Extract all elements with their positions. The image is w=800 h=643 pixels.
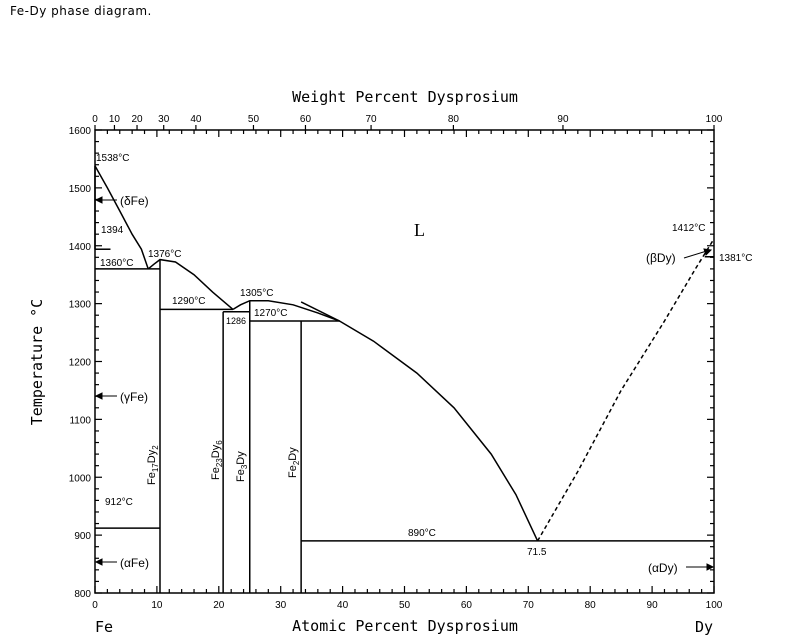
compound-fe3dy-label: Fe3Dy [235, 451, 249, 482]
temp-label-1360: 1360°C [100, 258, 133, 269]
left-tick-label-1200: 1200 [69, 358, 92, 369]
page-title: Fe-Dy phase diagram. [10, 4, 152, 18]
bottom-tick-label-30: 30 [275, 600, 287, 611]
phase-boundaries [94, 165, 715, 593]
left-tick-label-800: 800 [74, 589, 91, 600]
temp-label-1394: 1394 [101, 225, 124, 236]
top-tick-label-100: 100 [706, 114, 723, 125]
eutectic-composition-label: 71.5 [527, 547, 547, 558]
bottom-axis-tick-labels: 0 10 20 30 40 50 60 70 80 90 100 [92, 600, 723, 611]
top-tick-label-30: 30 [158, 114, 170, 125]
liquidus-fe2dy-to-eutectic [300, 301, 539, 542]
fe-end-label: Fe [95, 618, 113, 636]
left-tick-label-1600: 1600 [69, 126, 92, 137]
top-tick-label-10: 10 [109, 114, 121, 125]
bottom-tick-label-40: 40 [337, 600, 349, 611]
bottom-tick-label-20: 20 [213, 600, 225, 611]
left-tick-label-1300: 1300 [69, 300, 92, 311]
region-alpha-dy-label: (αDy) [648, 561, 678, 575]
left-tick-label-1400: 1400 [69, 242, 92, 253]
top-tick-label-90: 90 [557, 114, 569, 125]
top-tick-label-50: 50 [248, 114, 260, 125]
region-delta-fe-label: (δFe) [120, 194, 149, 208]
top-tick-label-80: 80 [448, 114, 460, 125]
bottom-tick-label-100: 100 [706, 600, 723, 611]
temp-label-1381: 1381°C [719, 253, 752, 264]
liquidus-fe-rich [94, 165, 149, 270]
temp-label-1290: 1290°C [172, 296, 205, 307]
top-tick-label-40: 40 [190, 114, 202, 125]
temp-label-1376: 1376°C [148, 249, 181, 260]
top-tick-label-60: 60 [300, 114, 312, 125]
compound-fe2dy-label: Fe2Dy [287, 447, 301, 478]
region-alpha-fe-label: (αFe) [120, 556, 149, 570]
compound-fe17dy2-label: Fe17Dy2 [146, 445, 160, 485]
top-tick-label-0: 0 [92, 114, 98, 125]
bottom-axis-title: Atomic Percent Dysprosium [292, 617, 518, 635]
temp-label-1538: 1538°C [96, 153, 129, 164]
bottom-tick-label-70: 70 [523, 600, 535, 611]
bottom-tick-label-60: 60 [461, 600, 473, 611]
bottom-tick-label-0: 0 [92, 600, 98, 611]
dy-end-label: Dy [695, 618, 713, 636]
top-tick-label-70: 70 [366, 114, 378, 125]
liquidus-dy-rich [536, 238, 715, 542]
bottom-tick-label-50: 50 [399, 600, 411, 611]
temp-label-1270: 1270°C [254, 308, 287, 319]
axis-ticks [94, 125, 715, 594]
region-beta-dy-label: (βDy) [646, 251, 676, 265]
left-tick-label-1000: 1000 [69, 473, 92, 484]
y-axis-title: Temperature °C [28, 299, 46, 425]
top-axis-tick-labels: 0 10 20 30 40 50 60 70 80 90 100 [92, 114, 723, 125]
temp-label-890: 890°C [408, 528, 436, 539]
temp-label-1305: 1305°C [240, 288, 273, 299]
region-gamma-fe-label: (γFe) [120, 390, 148, 404]
plot-frame [94, 129, 715, 594]
region-arrows [94, 196, 715, 571]
temp-label-1286: 1286 [226, 316, 246, 326]
top-tick-label-20: 20 [131, 114, 143, 125]
bottom-tick-label-80: 80 [585, 600, 597, 611]
compound-fe23dy6-label: Fe23Dy6 [210, 440, 224, 480]
bottom-tick-label-10: 10 [151, 600, 163, 611]
left-tick-label-1100: 1100 [69, 415, 91, 426]
left-tick-label-900: 900 [74, 531, 91, 542]
top-axis-title: Weight Percent Dysprosium [292, 88, 518, 106]
left-axis-tick-labels: 800 900 1000 1100 1200 1300 1400 1500 1600 [69, 126, 92, 600]
temp-label-1412: 1412°C [672, 223, 705, 234]
region-liquid-label: L [414, 220, 425, 240]
temp-label-912: 912°C [105, 497, 133, 508]
liquidus-fe3dy [232, 299, 340, 322]
liquidus-fe17dy2 [147, 258, 234, 310]
left-tick-label-1500: 1500 [69, 184, 92, 195]
bottom-tick-label-90: 90 [647, 600, 659, 611]
